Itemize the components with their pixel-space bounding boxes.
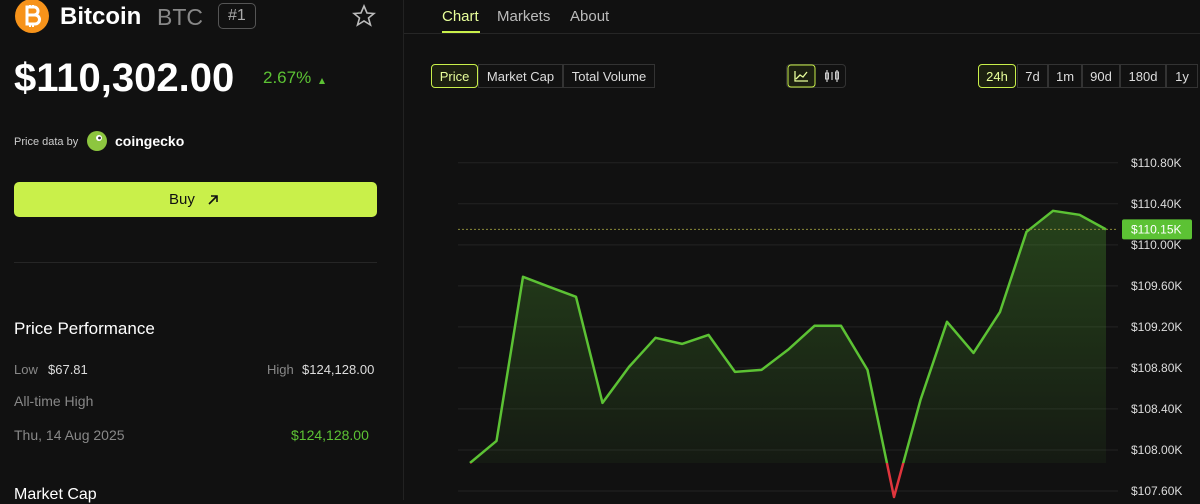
range-button[interactable]: 1m (1048, 64, 1082, 88)
y-tick-label: $108.80K (1131, 361, 1182, 375)
range-button[interactable]: 7d (1017, 64, 1048, 88)
tab[interactable]: Chart (442, 8, 479, 25)
btc-logo (15, 0, 49, 33)
metric-button[interactable]: Total Volume (563, 64, 655, 88)
buy-button[interactable]: Buy (14, 182, 377, 217)
y-tick-label: $110.40K (1131, 197, 1182, 211)
y-tick-label: $108.40K (1131, 402, 1182, 416)
tab-divider (404, 33, 1200, 34)
source-prefix: Price data by (14, 136, 79, 148)
y-tick-label: $110.00K (1131, 238, 1182, 252)
buy-label: Buy (169, 191, 195, 208)
section-title: Price Performance (14, 319, 155, 338)
up-arrow (319, 78, 325, 84)
last-price-label: $110.15K (1131, 222, 1182, 236)
star-button[interactable] (352, 4, 376, 28)
coin-symbol: BTC (157, 4, 203, 30)
panel-divider (403, 0, 404, 500)
high-value: $124,128.00 (302, 362, 375, 377)
section-title: Market Cap (14, 486, 97, 503)
y-tick-label: $108.00K (1131, 443, 1182, 457)
range-button[interactable]: 180d (1120, 64, 1166, 88)
y-tick-label: $110.80K (1131, 156, 1182, 170)
last-price-box (1122, 219, 1192, 240)
line-chart-button[interactable] (787, 64, 816, 88)
price-area (470, 210, 1106, 463)
candle-chart-button[interactable] (817, 64, 846, 88)
low-value: $67.81 (48, 362, 88, 377)
ath-value: $124,128.00 (291, 427, 369, 443)
price-change: 2.67% (263, 68, 312, 87)
metric-button[interactable]: Market Cap (478, 64, 563, 88)
range-button[interactable]: 24h (978, 64, 1016, 88)
ath-date: Thu, 14 Aug 2025 (14, 427, 125, 443)
tab-underline (442, 31, 480, 33)
range-button[interactable]: 90d (1082, 64, 1120, 88)
coingecko-logo (87, 131, 107, 151)
tab[interactable]: Markets (497, 8, 551, 25)
chart-type-toggle (786, 64, 846, 88)
divider (14, 262, 377, 263)
y-tick-label: $109.20K (1131, 320, 1182, 334)
metric-button[interactable]: Price (431, 64, 478, 88)
coin-name: Bitcoin (60, 3, 142, 30)
range-button[interactable]: 1y (1166, 64, 1198, 88)
tab[interactable]: About (570, 8, 610, 25)
arrow-icon (208, 195, 218, 205)
rank-badge: #1 (218, 3, 256, 29)
low-label: Low (14, 362, 38, 377)
high-label: High (267, 362, 294, 377)
price: $110,302.00 (14, 56, 235, 100)
source-name: coingecko (115, 133, 185, 149)
ath-label: All-time High (14, 393, 94, 409)
y-tick-label: $107.60K (1131, 484, 1182, 498)
y-tick-label: $109.60K (1131, 279, 1182, 293)
price-line (469, 209, 1107, 463)
